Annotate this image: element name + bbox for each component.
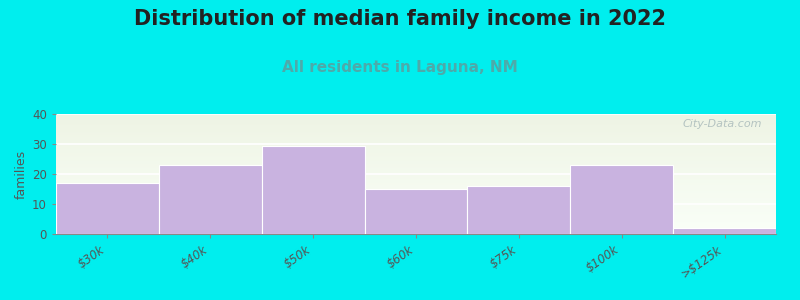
Bar [365, 189, 467, 234]
Bar [673, 228, 776, 234]
Y-axis label: families: families [15, 149, 28, 199]
Bar [159, 165, 262, 234]
Bar [570, 165, 673, 234]
Text: All residents in Laguna, NM: All residents in Laguna, NM [282, 60, 518, 75]
Bar [56, 183, 159, 234]
Text: City-Data.com: City-Data.com [682, 119, 762, 129]
Bar [467, 186, 570, 234]
Bar [262, 146, 365, 234]
Text: Distribution of median family income in 2022: Distribution of median family income in … [134, 9, 666, 29]
